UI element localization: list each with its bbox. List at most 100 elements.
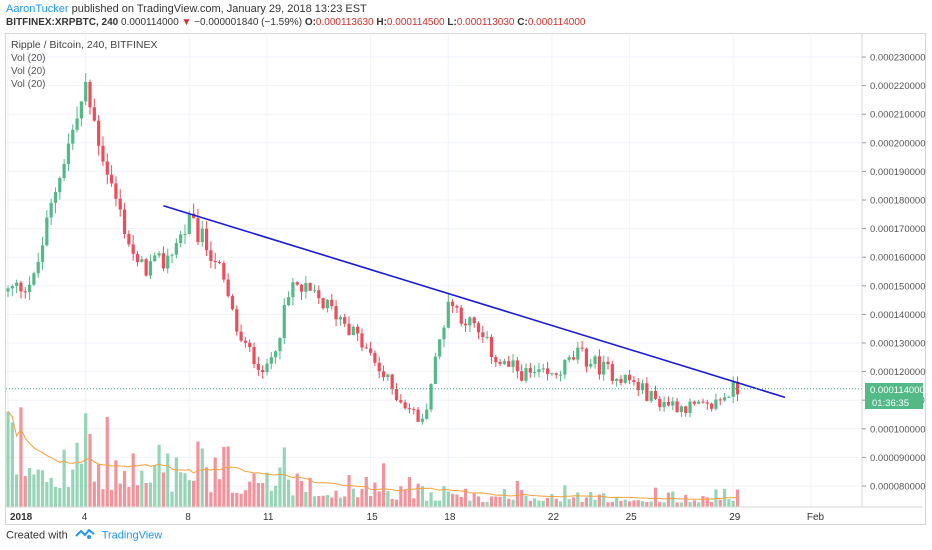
price-label: 0.000230000 [870, 53, 925, 64]
candle-body [356, 326, 360, 334]
candle-body [567, 357, 571, 360]
volume-bar [684, 494, 688, 507]
candle-body [15, 282, 19, 287]
indicator-vol-1[interactable]: Vol (20) [11, 53, 46, 64]
volume-bar [610, 501, 614, 507]
volume-bar [6, 411, 10, 507]
candle-body [131, 244, 135, 254]
candle-body [610, 364, 614, 381]
volume-bar [217, 479, 222, 507]
candle-body [334, 306, 338, 320]
indicator-vol-2[interactable]: Vol (20) [11, 66, 46, 77]
candle-body [200, 228, 204, 243]
volume-bar [390, 498, 394, 507]
volume-bar [40, 470, 45, 507]
candle-body [217, 261, 222, 264]
last-price: 0.000114000 [121, 17, 179, 28]
volume-bar [446, 491, 450, 507]
volume-bar [653, 487, 658, 507]
candle-body [381, 371, 386, 378]
volume-bar [619, 500, 623, 507]
volume-bar [394, 499, 399, 507]
open-value: 0.000113630 [315, 17, 374, 28]
candle-body [416, 409, 420, 422]
volume-bar [256, 482, 260, 507]
volume-bar [243, 490, 248, 507]
candle-body [438, 339, 442, 357]
volume-bar [675, 502, 679, 507]
volume-bar [515, 481, 519, 507]
volume-bar [252, 473, 256, 507]
candle-body [75, 118, 79, 130]
candle-body [399, 400, 403, 403]
author-link[interactable]: AaronTucker [6, 3, 69, 15]
volume-bar [157, 444, 161, 507]
volume-bar [265, 472, 269, 507]
candle-body [377, 362, 381, 372]
tradingview-brand[interactable]: TradingView [101, 529, 163, 542]
volume-bar [718, 499, 722, 507]
volume-bar [580, 502, 584, 507]
volume-bar [166, 453, 170, 507]
volume-bar [628, 501, 632, 507]
time-label: 29 [729, 512, 741, 523]
trendline [163, 204, 786, 399]
candle-body [476, 323, 481, 333]
candle-body [204, 228, 209, 251]
volume-bar [671, 491, 675, 507]
volume-bar [425, 500, 429, 507]
current-price-box [865, 383, 923, 396]
candle-body [10, 286, 14, 289]
volume-bar [710, 501, 714, 507]
volume-bar [455, 494, 459, 507]
volume-bar [32, 474, 36, 507]
volume-bar [571, 497, 576, 507]
volume-bar [222, 446, 226, 507]
volume-bar [489, 496, 494, 507]
candle-body [239, 331, 243, 341]
volume-bar [351, 488, 355, 507]
candle-body [632, 380, 636, 383]
grid [6, 34, 862, 507]
candle-body [507, 361, 511, 367]
candle-body [252, 347, 256, 365]
tradingview-logo-icon[interactable] [75, 528, 95, 543]
time-label: 11 [263, 512, 274, 523]
candle-body [472, 317, 476, 324]
published-text: published on TradingView.com, January 29… [68, 3, 367, 15]
candles [6, 73, 740, 425]
volume-bar [697, 502, 701, 507]
volume-bar [174, 457, 178, 507]
volume-bar [502, 489, 507, 507]
candle-body [666, 401, 671, 406]
volume-bar [407, 476, 412, 507]
volume-bar [597, 494, 601, 507]
volume-bar [338, 497, 342, 507]
volume-bar [131, 453, 135, 507]
volume-bar [239, 493, 243, 507]
candle-body [390, 374, 394, 389]
volume-bar [399, 486, 403, 507]
chart-frame[interactable] [5, 33, 926, 525]
price-label: 0.000180000 [870, 196, 925, 207]
candle-body [192, 213, 196, 219]
volume-bar [235, 492, 239, 507]
candle-body [304, 282, 308, 292]
volume-bar [101, 489, 105, 507]
candle-body [653, 390, 658, 399]
volume-bar [49, 477, 53, 507]
volume-bar [308, 477, 312, 507]
candle-body [338, 317, 342, 320]
volume-bar [321, 495, 325, 507]
volume-bar [373, 482, 377, 507]
candle-body [274, 351, 278, 358]
candle-body [545, 368, 550, 374]
indicator-vol-3[interactable]: Vol (20) [11, 79, 46, 90]
candle-body [321, 298, 325, 309]
candle-body [261, 369, 265, 373]
candle-body [161, 253, 165, 269]
ohlc-line: BITFINEX:XRPBTC, 240 0.000114000 ▼ −0.00… [6, 17, 585, 28]
volume-bar [658, 502, 662, 507]
volume-bar [386, 491, 390, 507]
